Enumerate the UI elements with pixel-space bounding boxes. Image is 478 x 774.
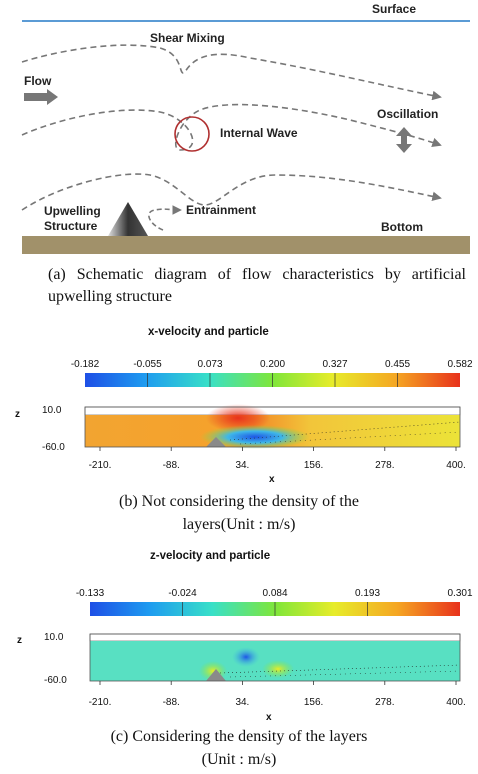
plot-b-y-tick-bottom: -60.0 <box>42 442 65 453</box>
oscillation-label: Oscillation <box>377 107 438 121</box>
plot-b-x-tick-label: 156. <box>304 460 323 471</box>
shear-mixing-label: Shear Mixing <box>150 31 225 45</box>
entrainment-arrow <box>148 205 182 231</box>
plot-c-x-label: x <box>266 712 272 723</box>
plot-c: z-velocity and particle -0.133 -0.024 0.08… <box>17 550 473 723</box>
internal-wave-circle <box>174 116 210 152</box>
streamline-top <box>21 44 442 101</box>
plot-b-colorbar-ticks: -0.182 -0.055 0.073 0.200 0.327 0.455 0.582 <box>71 359 473 370</box>
plot-b-colorbar-tick-label: -0.055 <box>133 359 162 370</box>
caption-c-line2: (Unit : m/s) <box>201 751 277 768</box>
streamline-middle <box>21 103 442 151</box>
streamline-bottom <box>21 173 442 211</box>
plot-b-colorbar-tick-label: -0.182 <box>71 359 100 370</box>
plot-c-x-tick-label: 34. <box>235 697 249 708</box>
oscillation-arrow-icon <box>396 127 412 153</box>
caption-c-line1: (c) Considering the density of the layer… <box>110 728 368 745</box>
plot-b-colorbar-tick-label: 0.200 <box>260 359 285 370</box>
upwelling-structure-shape <box>108 202 148 236</box>
plot-b-colorbar-tick-label: 0.582 <box>447 359 472 370</box>
caption-a: (a) Schematic diagram of flow characteri… <box>48 266 466 305</box>
plot-b-colorbar-tick-label: 0.073 <box>197 359 222 370</box>
plot-b-y-label: z <box>15 409 20 420</box>
plot-c-y-label: z <box>17 635 22 646</box>
plot-c-field-top-strip <box>89 633 461 642</box>
caption-b-line2: layers(Unit : m/s) <box>182 516 296 533</box>
upwelling-label-line1: Upwelling <box>44 204 101 218</box>
plot-b-x-tick-label: -210. <box>89 460 112 471</box>
plot-b-x-tick-label: 34. <box>235 460 249 471</box>
plot-b-particles <box>229 421 461 441</box>
flow-arrow-icon <box>24 89 58 105</box>
plot-b-structure <box>206 437 226 447</box>
plot-c-colorbar-tick-label: -0.133 <box>76 588 105 599</box>
flow-label: Flow <box>24 74 52 88</box>
entrainment-label: Entrainment <box>186 203 256 217</box>
plot-b: x-velocity and particle -0.182 -0.055 0.07… <box>15 326 473 485</box>
plot-c-title: z-velocity and particle <box>150 550 270 562</box>
plot-c-structure <box>206 669 226 681</box>
plot-c-particles <box>219 664 461 674</box>
plot-c-x-tick-label: 400. <box>446 697 465 708</box>
plot-c-y-tick-bottom: -60.0 <box>44 675 67 686</box>
plot-c-colorbar-tick-label: -0.024 <box>168 588 197 599</box>
seabed <box>22 236 470 254</box>
plot-c-x-tick-label: 278. <box>375 697 394 708</box>
plot-b-y-tick-top: 10.0 <box>42 405 62 416</box>
caption-b-line1: (b) Not considering the density of the <box>119 493 359 510</box>
bottom-label: Bottom <box>381 220 423 234</box>
upwelling-label-line2: Structure <box>44 219 98 233</box>
plot-b-colorbar-tick-label: 0.455 <box>385 359 410 370</box>
plot-b-x-tick-label: 400. <box>446 460 465 471</box>
plot-b-title: x-velocity and particle <box>148 326 269 338</box>
internal-wave-label: Internal Wave <box>220 126 298 140</box>
plot-b-colorbar-tick-label: 0.327 <box>322 359 347 370</box>
plot-c-colorbar-tick-label: 0.301 <box>447 588 472 599</box>
surface-label: Surface <box>372 2 416 16</box>
plot-b-x-label: x <box>269 474 275 485</box>
plot-c-colorbar-tick-label: 0.193 <box>355 588 380 599</box>
plot-c-colorbar-tick-label: 0.084 <box>262 588 287 599</box>
plot-b-x-tick-label: 278. <box>375 460 394 471</box>
plot-c-colorbar-ticks: -0.133 -0.024 0.084 0.193 0.301 <box>76 588 473 599</box>
plot-c-x-tick-label: -210. <box>89 697 112 708</box>
plot-c-y-tick-top: 10.0 <box>44 632 64 643</box>
plot-c-x-tick-label: -88. <box>163 697 180 708</box>
schematic-diagram: Surface Shear Mixing Flow Internal Wave … <box>21 2 470 254</box>
plot-c-x-tick-label: 156. <box>304 697 323 708</box>
plot-b-x-tick-label: -88. <box>163 460 180 471</box>
plot-b-field-top-strip <box>84 406 461 416</box>
